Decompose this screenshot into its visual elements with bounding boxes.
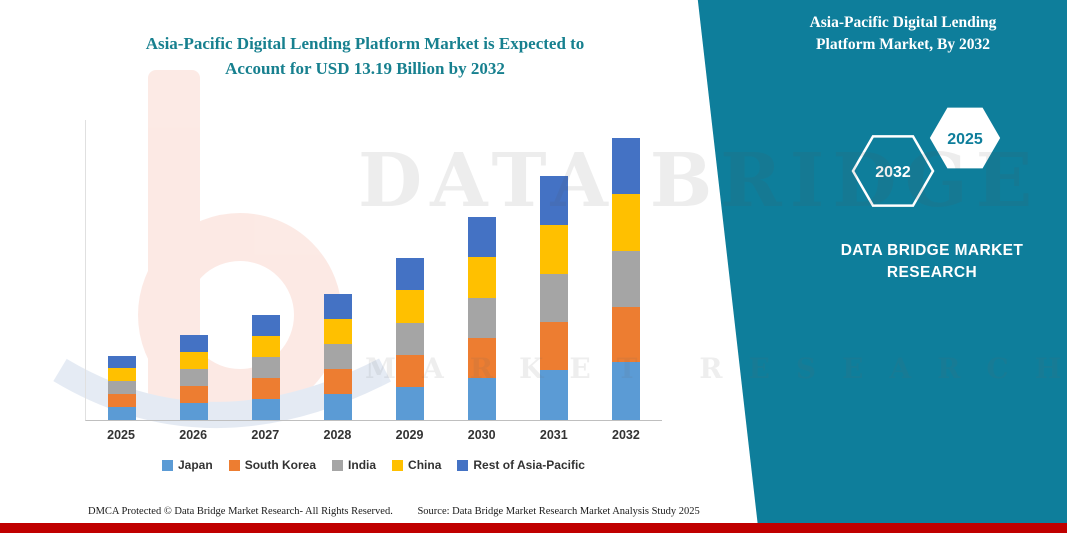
bar-segment-japan [468,378,496,420]
bar-segment-japan [252,398,280,420]
bar-segment-india [108,381,136,394]
bar-2028 [324,293,352,420]
x-axis-label: 2025 [107,428,135,442]
bar-2025 [108,355,136,420]
bar-segment-japan [324,394,352,420]
hexagon-badges: 2032 2025 [851,107,1001,207]
bar-segment-south-korea [468,338,496,379]
bar-segment-rest-of-asia-pacific [468,216,496,258]
bar-segment-japan [396,386,424,420]
legend-label: China [408,458,442,472]
bar-segment-rest-of-asia-pacific [252,315,280,337]
dmca-note: DMCA Protected © Data Bridge Market Rese… [88,506,393,517]
legend-swatch [162,459,173,471]
bar-2027 [252,315,280,420]
bar-segment-rest-of-asia-pacific [396,257,424,291]
legend-item-south-korea: South Korea [228,458,317,472]
bar-segment-south-korea [540,321,568,371]
hexagon-2025 [929,107,1001,169]
bar-2026 [180,334,208,420]
legend-item-rest-of-asia-pacific: Rest of Asia-Pacific [457,458,585,472]
legend-swatch [457,459,469,471]
bar-segment-south-korea [396,354,424,387]
x-axis-labels: 2025 2026 2027 2028 2029 2030 2031 2032 [85,428,662,442]
legend-label: Japan [178,458,213,472]
bar-segment-south-korea [612,306,640,363]
bar-segment-india [612,250,640,307]
hexagon-2032 [851,135,935,207]
legend-label: South Korea [244,458,317,472]
x-axis-label: 2029 [395,428,424,442]
legend-swatch [332,459,344,471]
bar-segment-india [324,344,352,370]
bar-segment-china [468,257,496,298]
x-axis-label: 2030 [467,428,496,442]
bar-segment-japan [540,370,568,420]
footer-accent-bar [0,523,1067,533]
bar-segment-india [252,357,280,378]
legend-item-india: India [332,458,376,472]
bar-segment-india [468,297,496,339]
legend-item-japan: Japan [162,458,213,472]
bar-segment-south-korea [252,377,280,399]
legend-label: India [348,458,377,472]
chart: 2025 2026 2027 2028 2029 2030 2031 2032 Japan So… [85,120,662,472]
legend-label: Rest of Asia-Pacific [473,458,585,472]
bar-segment-japan [612,362,640,420]
bar-segment-japan [180,402,208,420]
x-axis-label: 2032 [612,428,640,442]
bar-2029 [396,257,424,420]
source-note: Source: Data Bridge Market Research Mark… [417,506,700,517]
bar-segment-south-korea [108,393,136,407]
side-panel-title: Asia-Pacific Digital Lending Platform Ma… [809,14,997,53]
bar-2032 [612,138,640,420]
bar-segment-india [540,273,568,322]
bar-segment-china [540,224,568,274]
bar-segment-china [612,194,640,251]
bar-segment-rest-of-asia-pacific [612,138,640,195]
bar-2030 [468,216,496,420]
bar-segment-india [396,322,424,355]
bar-segment-south-korea [180,385,208,403]
legend-item-china: China [392,458,441,472]
chart-title: Asia-Pacific Digital Lending Platform Ma… [145,34,585,78]
bar-segment-china [180,351,208,369]
x-axis-label: 2026 [179,428,208,442]
bar-segment-china [252,336,280,358]
bar-segment-china [108,368,136,382]
bar-segment-rest-of-asia-pacific [180,334,208,352]
legend-swatch [392,459,404,471]
hexagon-2032-label: 2032 [875,164,911,181]
plot-area [85,120,662,421]
bar-segment-rest-of-asia-pacific [540,176,568,225]
legend: Japan South Korea India China Rest of Asia-P… [85,458,662,472]
x-axis-label: 2031 [539,428,568,442]
bar-segment-rest-of-asia-pacific [108,355,136,369]
bar-segment-china [396,290,424,323]
footer: DMCA Protected © Data Bridge Market Rese… [88,506,1057,517]
brand-name: DATA BRIDGE MARKET RESEARCH [840,242,1024,281]
x-axis-label: 2028 [323,428,352,442]
bar-segment-china [324,319,352,345]
hexagon-2025-label: 2025 [947,131,983,148]
bar-segment-rest-of-asia-pacific [324,293,352,320]
bar-segment-india [180,368,208,386]
bar-2031 [540,176,568,420]
legend-swatch [228,459,240,471]
bar-segment-south-korea [324,369,352,395]
bar-segment-japan [108,406,136,420]
x-axis-label: 2027 [251,428,280,442]
